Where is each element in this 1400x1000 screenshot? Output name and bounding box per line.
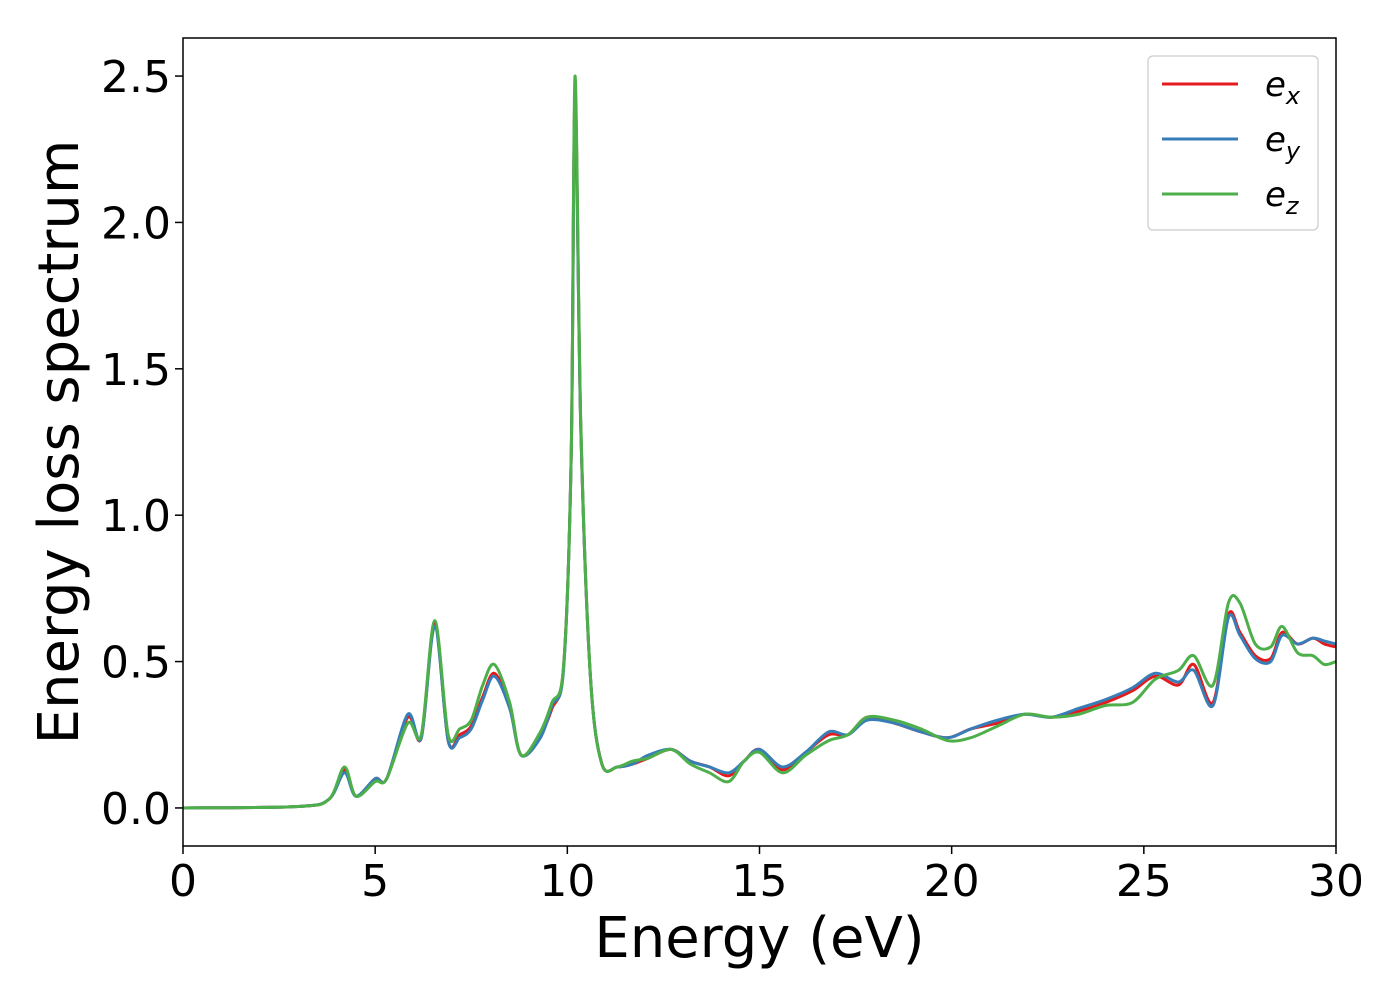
x-tick-label: 30 xyxy=(1308,856,1364,907)
series-line-z xyxy=(183,74,1336,810)
x-tick-label: 15 xyxy=(732,856,788,907)
x-tick-label: 0 xyxy=(169,856,197,907)
x-tick-label: 5 xyxy=(361,856,389,907)
y-axis-label: Energy loss spectrum xyxy=(27,140,92,745)
x-tick-label: 20 xyxy=(924,856,980,907)
y-tick-label: 0.5 xyxy=(101,638,171,689)
x-tick-label: 25 xyxy=(1116,856,1172,907)
y-tick-label: 1.0 xyxy=(101,491,171,542)
y-tick-label: 2.0 xyxy=(101,198,171,249)
series-layer xyxy=(183,74,1336,810)
legend-box xyxy=(1147,55,1319,231)
x-tick-label: 10 xyxy=(539,856,595,907)
y-axis-ticks: 0.0 0.5 1.0 1.5 2.0 2.5 xyxy=(101,52,183,835)
y-tick-label: 1.5 xyxy=(101,345,171,396)
y-tick-label: 2.5 xyxy=(101,52,171,103)
x-axis-label: Energy (eV) xyxy=(594,906,924,971)
x-axis-ticks: 0 5 10 15 20 25 30 xyxy=(169,846,1364,907)
y-tick-label: 0.0 xyxy=(101,784,171,835)
